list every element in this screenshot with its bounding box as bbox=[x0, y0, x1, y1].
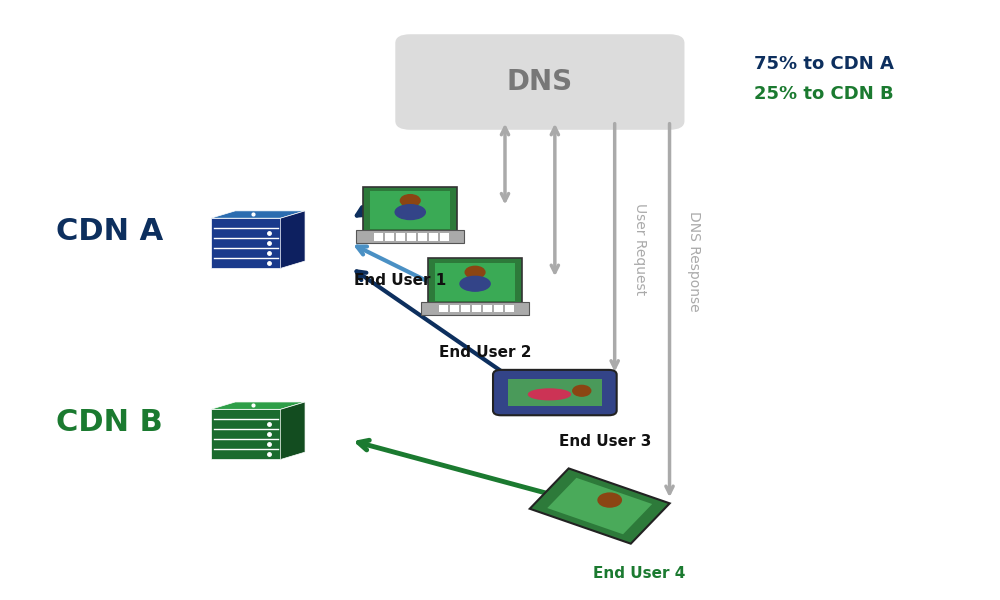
FancyBboxPatch shape bbox=[439, 307, 448, 310]
Polygon shape bbox=[281, 211, 305, 268]
Text: DNS: DNS bbox=[507, 68, 573, 96]
FancyBboxPatch shape bbox=[370, 191, 450, 229]
FancyBboxPatch shape bbox=[429, 236, 438, 238]
FancyBboxPatch shape bbox=[472, 305, 481, 307]
Text: 75% to CDN A: 75% to CDN A bbox=[754, 55, 894, 73]
FancyBboxPatch shape bbox=[450, 307, 459, 310]
Circle shape bbox=[598, 493, 621, 507]
Polygon shape bbox=[281, 402, 305, 460]
FancyBboxPatch shape bbox=[461, 305, 470, 307]
FancyBboxPatch shape bbox=[440, 236, 449, 238]
Circle shape bbox=[573, 385, 591, 396]
FancyBboxPatch shape bbox=[483, 305, 492, 307]
FancyBboxPatch shape bbox=[505, 305, 514, 307]
FancyBboxPatch shape bbox=[396, 236, 405, 238]
FancyBboxPatch shape bbox=[493, 370, 617, 415]
FancyBboxPatch shape bbox=[418, 238, 427, 241]
FancyBboxPatch shape bbox=[461, 307, 470, 310]
FancyBboxPatch shape bbox=[450, 310, 459, 312]
FancyBboxPatch shape bbox=[435, 263, 515, 301]
Text: User Request: User Request bbox=[633, 203, 647, 295]
Polygon shape bbox=[211, 218, 281, 268]
Polygon shape bbox=[211, 402, 305, 409]
Text: End User 4: End User 4 bbox=[593, 566, 686, 581]
Ellipse shape bbox=[395, 205, 425, 220]
FancyBboxPatch shape bbox=[494, 307, 503, 310]
FancyBboxPatch shape bbox=[439, 305, 448, 307]
FancyBboxPatch shape bbox=[396, 238, 405, 241]
FancyBboxPatch shape bbox=[385, 238, 394, 241]
Ellipse shape bbox=[460, 277, 490, 291]
FancyBboxPatch shape bbox=[429, 233, 438, 236]
FancyBboxPatch shape bbox=[407, 236, 416, 238]
Circle shape bbox=[400, 194, 420, 206]
FancyBboxPatch shape bbox=[356, 230, 464, 243]
Text: End User 2: End User 2 bbox=[439, 345, 531, 360]
FancyBboxPatch shape bbox=[472, 310, 481, 312]
FancyBboxPatch shape bbox=[407, 233, 416, 236]
FancyBboxPatch shape bbox=[494, 305, 503, 307]
FancyBboxPatch shape bbox=[439, 310, 448, 312]
FancyBboxPatch shape bbox=[494, 310, 503, 312]
Text: CDN A: CDN A bbox=[56, 217, 163, 246]
Text: DNS Response: DNS Response bbox=[687, 211, 701, 311]
FancyBboxPatch shape bbox=[374, 238, 383, 241]
FancyBboxPatch shape bbox=[505, 310, 514, 312]
Circle shape bbox=[465, 266, 485, 278]
FancyBboxPatch shape bbox=[396, 233, 405, 236]
FancyBboxPatch shape bbox=[385, 233, 394, 236]
FancyBboxPatch shape bbox=[395, 34, 684, 130]
Text: End User 3: End User 3 bbox=[559, 434, 651, 449]
FancyBboxPatch shape bbox=[418, 233, 427, 236]
Polygon shape bbox=[211, 211, 305, 218]
Text: 25% to CDN B: 25% to CDN B bbox=[754, 85, 894, 103]
FancyBboxPatch shape bbox=[385, 236, 394, 238]
FancyBboxPatch shape bbox=[374, 233, 383, 236]
FancyBboxPatch shape bbox=[407, 238, 416, 241]
Ellipse shape bbox=[529, 389, 570, 400]
FancyBboxPatch shape bbox=[440, 233, 449, 236]
FancyBboxPatch shape bbox=[440, 238, 449, 241]
Polygon shape bbox=[547, 478, 652, 534]
FancyBboxPatch shape bbox=[450, 305, 459, 307]
FancyBboxPatch shape bbox=[421, 302, 529, 315]
FancyBboxPatch shape bbox=[429, 238, 438, 241]
Text: CDN B: CDN B bbox=[56, 408, 163, 437]
FancyBboxPatch shape bbox=[505, 307, 514, 310]
FancyBboxPatch shape bbox=[483, 310, 492, 312]
FancyBboxPatch shape bbox=[374, 236, 383, 238]
FancyBboxPatch shape bbox=[483, 307, 492, 310]
FancyBboxPatch shape bbox=[508, 379, 602, 406]
FancyBboxPatch shape bbox=[472, 307, 481, 310]
Polygon shape bbox=[211, 409, 281, 460]
Polygon shape bbox=[530, 469, 670, 544]
FancyBboxPatch shape bbox=[363, 187, 457, 233]
FancyBboxPatch shape bbox=[428, 259, 522, 305]
FancyBboxPatch shape bbox=[461, 310, 470, 312]
Text: End User 1: End User 1 bbox=[354, 273, 446, 288]
FancyBboxPatch shape bbox=[418, 236, 427, 238]
